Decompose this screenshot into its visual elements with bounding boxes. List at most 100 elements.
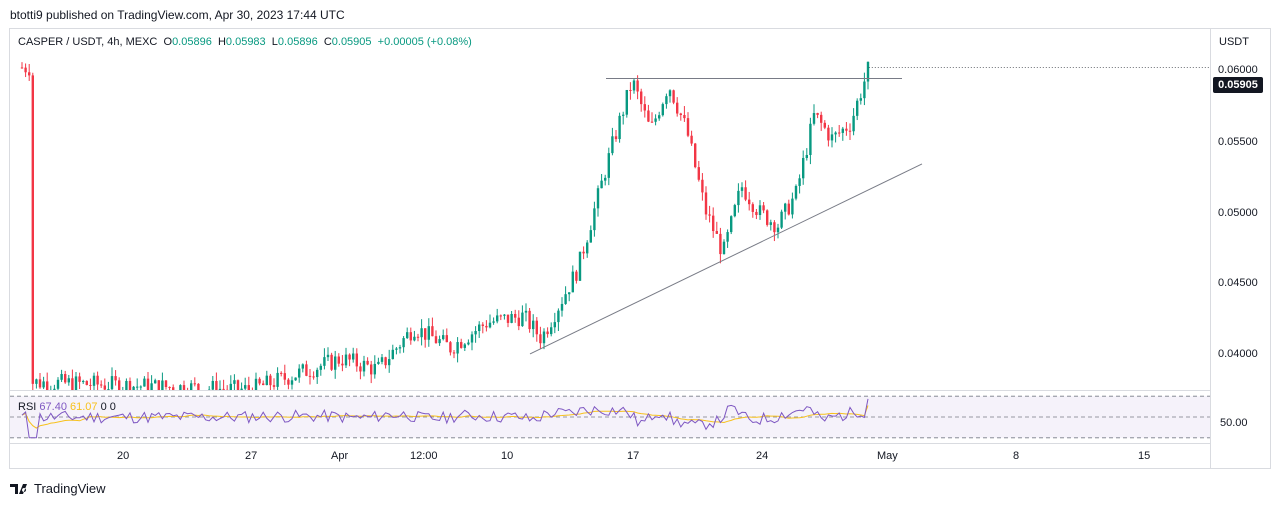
candle-body xyxy=(172,387,175,390)
price-tick: 0.04500 xyxy=(1218,277,1258,289)
candle-body xyxy=(557,310,560,323)
candle-body xyxy=(650,121,654,123)
last-price-tag: 0.05905 xyxy=(1213,77,1263,93)
candle-body xyxy=(607,153,610,178)
candle-body xyxy=(413,336,416,341)
published-by: btotti9 published on TradingView.com, Ap… xyxy=(10,8,345,22)
candle-body xyxy=(258,378,261,384)
candle-body xyxy=(283,373,286,380)
candle-body xyxy=(380,357,384,362)
candle-body xyxy=(701,179,704,193)
candle-body xyxy=(492,321,495,323)
time-tick: 24 xyxy=(756,450,769,462)
open-value: 0.05896 xyxy=(172,36,212,48)
candle-body xyxy=(506,314,510,323)
candle-body xyxy=(852,115,855,132)
candle-body xyxy=(377,361,380,364)
candle-body xyxy=(640,91,643,105)
candle-body xyxy=(445,335,448,343)
candle-body xyxy=(848,130,852,132)
candle-body xyxy=(697,167,700,180)
candle-body xyxy=(751,204,754,212)
candle-body xyxy=(773,222,776,233)
candle-body xyxy=(366,360,369,365)
price-axis[interactable] xyxy=(1210,29,1270,468)
candle-body xyxy=(845,128,848,131)
candle-body xyxy=(35,379,38,384)
candle-body xyxy=(694,143,697,168)
candle-body xyxy=(409,332,412,341)
candle-body xyxy=(546,331,549,335)
candle-body xyxy=(733,205,736,217)
candle-body xyxy=(53,388,56,390)
candle-body xyxy=(359,366,362,372)
candle-body xyxy=(56,379,60,389)
candle-body xyxy=(110,376,114,390)
candle-body xyxy=(161,380,164,390)
candle-body xyxy=(416,336,420,338)
candle-body xyxy=(114,376,117,381)
candle-body xyxy=(568,292,571,295)
symbol-label: CASPER / USDT, 4h, MEXC xyxy=(18,36,158,48)
rsi-ma-value: 61.07 xyxy=(70,401,98,413)
candle-body xyxy=(402,338,405,348)
candle-body xyxy=(571,271,574,293)
candle-body xyxy=(326,354,330,358)
candle-body xyxy=(766,210,769,225)
price-tick: 0.05500 xyxy=(1218,136,1258,148)
price-pane[interactable] xyxy=(10,29,1210,390)
candle-body xyxy=(308,375,312,377)
time-tick: 10 xyxy=(501,450,514,462)
time-tick: 15 xyxy=(1138,450,1151,462)
candle-body xyxy=(150,383,153,390)
time-tick: 17 xyxy=(627,450,640,462)
rsi-legend: RSI 67.40 61.07 0 0 xyxy=(18,401,116,413)
candle-body xyxy=(82,381,85,383)
rsi-pane[interactable] xyxy=(10,391,1210,443)
candle-body xyxy=(215,380,218,390)
candle-body xyxy=(582,251,585,254)
candle-body xyxy=(427,326,430,340)
candle-body xyxy=(222,388,225,390)
tradingview-logo[interactable]: TradingView xyxy=(10,481,106,496)
candle-body xyxy=(499,315,502,317)
candle-body xyxy=(838,132,841,134)
candle-body xyxy=(827,127,830,141)
candle-body xyxy=(431,326,434,337)
candle-body xyxy=(229,383,232,390)
candle-body xyxy=(244,385,247,389)
candle-body xyxy=(272,385,276,387)
candle-body xyxy=(719,233,722,255)
candle-body xyxy=(197,383,200,390)
candle-body xyxy=(503,314,506,316)
support-trendline xyxy=(529,163,923,355)
candle-body xyxy=(262,383,265,386)
candle-body xyxy=(456,342,459,354)
candle-body xyxy=(362,360,366,372)
candle-body xyxy=(596,188,600,209)
candle-body xyxy=(154,380,157,384)
candle-body xyxy=(600,180,603,189)
candle-body xyxy=(384,357,387,366)
candle-body xyxy=(298,368,301,378)
candle-body xyxy=(708,214,711,216)
candle-body xyxy=(301,364,304,369)
candle-body xyxy=(737,190,740,206)
candle-body xyxy=(424,328,427,340)
candle-body xyxy=(294,377,297,381)
candle-body xyxy=(604,177,607,181)
pane-separator[interactable] xyxy=(10,390,1210,391)
candle-body xyxy=(323,357,326,366)
candle-body xyxy=(341,363,344,366)
candle-body xyxy=(841,128,844,133)
candle-body xyxy=(481,324,484,326)
candle-body xyxy=(575,271,578,281)
candle-body xyxy=(755,211,758,216)
candle-body xyxy=(28,72,31,76)
chart-frame xyxy=(9,28,1271,469)
candle-body xyxy=(776,227,780,233)
candle-body xyxy=(791,198,794,215)
rsi-band xyxy=(10,396,1210,438)
candle-body xyxy=(625,89,628,115)
time-axis[interactable] xyxy=(10,443,1210,468)
